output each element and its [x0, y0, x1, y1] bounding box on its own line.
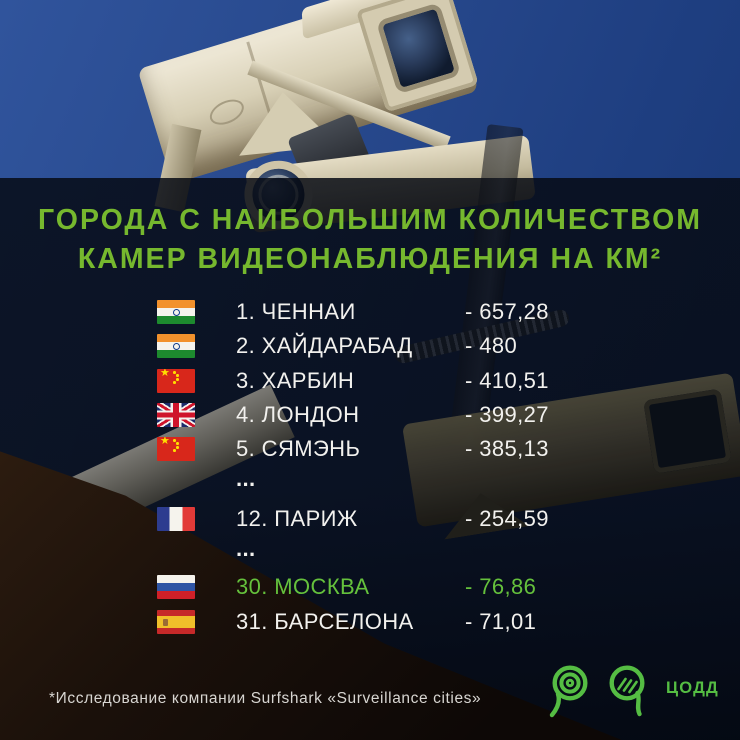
city-rank-label: 5. СЯМЭНЬ [236, 436, 361, 461]
city-rank-label: 31. БАРСЕЛОНА [236, 609, 414, 634]
ellipsis: ... [236, 536, 256, 561]
flag-icon [157, 575, 195, 599]
city-value: - 76,86 [465, 574, 537, 599]
brand-name: ЦОДД [666, 679, 719, 697]
flag-icon [157, 507, 195, 531]
city-value: - 410,51 [465, 368, 549, 393]
title-line-1: ГОРОДА С НАИБОЛЬШИМ КОЛИЧЕСТВОМ [38, 204, 702, 236]
city-rank-label: 4. ЛОНДОН [236, 402, 360, 427]
source-note: *Исследование компании Surfshark «Survei… [49, 690, 482, 707]
ellipsis-row: ... [157, 536, 597, 561]
list-item: 2. ХАЙДАРАБАД - 480 [157, 333, 597, 359]
list-item: 5. СЯМЭНЬ - 385,13 [157, 436, 597, 462]
brand-block: ЦОДД [547, 664, 719, 720]
flag-icon [157, 403, 195, 427]
city-value: - 480 [465, 333, 518, 358]
list-item-highlighted: 30. МОСКВА - 76,86 [157, 574, 597, 600]
page-title: ГОРОДА С НАИБОЛЬШИМ КОЛИЧЕСТВОМ КАМЕР ВИ… [0, 201, 740, 279]
list-item: 3. ХАРБИН - 410,51 [157, 368, 597, 394]
city-rank-label: 12. ПАРИЖ [236, 506, 358, 531]
city-rank-label: 1. ЧЕННАИ [236, 299, 356, 324]
list-item: 1. ЧЕННАИ - 657,28 [157, 299, 597, 325]
city-value: - 399,27 [465, 402, 549, 427]
city-rank-label: 2. ХАЙДАРАБАД [236, 333, 413, 358]
flag-icon [157, 334, 195, 358]
list-item: 4. ЛОНДОН - 399,27 [157, 402, 597, 428]
city-rank-label: 30. МОСКВА [236, 574, 370, 599]
codd-pin-logo-icon [593, 664, 650, 718]
city-value: - 385,13 [465, 436, 549, 461]
city-rank-label: 3. ХАРБИН [236, 368, 355, 393]
list-item: 12. ПАРИЖ - 254,59 [157, 506, 597, 532]
list-item: 31. БАРСЕЛОНА - 71,01 [157, 609, 597, 635]
flag-icon [157, 610, 195, 634]
title-line-2: КАМЕР ВИДЕОНАБЛЮДЕНИЯ НА КМ² [77, 243, 663, 275]
moscow-transport-pin-logo-icon [547, 664, 593, 718]
ellipsis-row: ... [157, 466, 597, 491]
city-value: - 71,01 [465, 609, 537, 634]
ellipsis: ... [236, 466, 256, 491]
flag-icon [157, 437, 195, 461]
city-value: - 254,59 [465, 506, 549, 531]
flag-icon [157, 369, 195, 393]
city-value: - 657,28 [465, 299, 549, 324]
flag-icon [157, 300, 195, 324]
